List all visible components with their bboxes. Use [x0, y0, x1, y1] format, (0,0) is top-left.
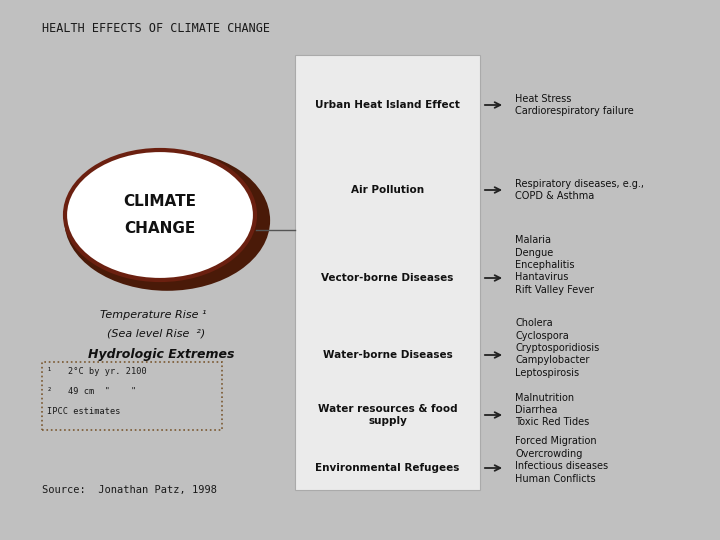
Text: Air Pollution: Air Pollution — [351, 185, 424, 195]
Text: Respiratory diseases, e.g.,
COPD & Asthma: Respiratory diseases, e.g., COPD & Asthm… — [515, 179, 644, 201]
Text: IPCC estimates: IPCC estimates — [47, 407, 120, 416]
Text: Vector-borne Diseases: Vector-borne Diseases — [321, 273, 454, 283]
Ellipse shape — [64, 150, 270, 291]
Text: Heat Stress
Cardiorespiratory failure: Heat Stress Cardiorespiratory failure — [515, 94, 634, 116]
Text: ²   49 cm  "    ": ² 49 cm " " — [47, 387, 136, 396]
Text: (Sea level Rise  ²): (Sea level Rise ²) — [100, 328, 205, 338]
Text: Water resources & food
supply: Water resources & food supply — [318, 404, 457, 426]
Text: CHANGE: CHANGE — [125, 220, 196, 235]
Text: Source:  Jonathan Patz, 1998: Source: Jonathan Patz, 1998 — [42, 485, 217, 495]
Text: Water-borne Diseases: Water-borne Diseases — [323, 350, 452, 360]
Text: HEALTH EFFECTS OF CLIMATE CHANGE: HEALTH EFFECTS OF CLIMATE CHANGE — [42, 22, 270, 35]
Text: Malnutrition
Diarrhea
Toxic Red Tides: Malnutrition Diarrhea Toxic Red Tides — [515, 393, 589, 427]
Text: Urban Heat Island Effect: Urban Heat Island Effect — [315, 100, 460, 110]
Text: ¹   2°C by yr. 2100: ¹ 2°C by yr. 2100 — [47, 367, 147, 376]
Text: Hydrologic Extremes: Hydrologic Extremes — [88, 348, 235, 361]
Text: Environmental Refugees: Environmental Refugees — [315, 463, 459, 473]
Text: Forced Migration
Overcrowding
Infectious diseases
Human Conflicts: Forced Migration Overcrowding Infectious… — [515, 436, 608, 484]
Text: Cholera
Cyclospora
Cryptosporidiosis
Campylobacter
Leptospirosis: Cholera Cyclospora Cryptosporidiosis Cam… — [515, 318, 599, 378]
Bar — [295, 55, 480, 490]
Text: CLIMATE: CLIMATE — [124, 194, 197, 210]
Ellipse shape — [65, 150, 255, 280]
Text: Malaria
Dengue
Encephalitis
Hantavirus
Rift Valley Fever: Malaria Dengue Encephalitis Hantavirus R… — [515, 235, 594, 295]
Text: Temperature Rise ¹: Temperature Rise ¹ — [100, 310, 207, 320]
Bar — [42, 362, 222, 430]
